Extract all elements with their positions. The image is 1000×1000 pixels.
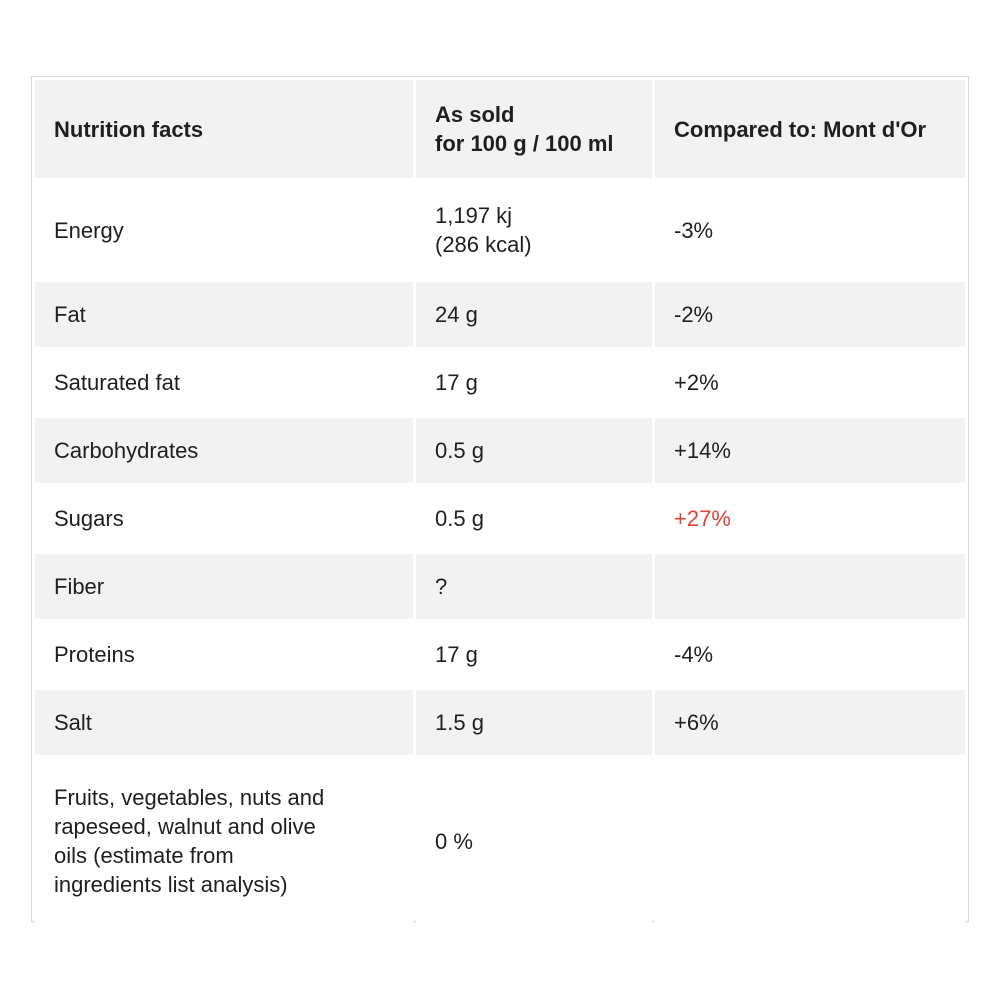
nutrient-value: 1.5 g — [416, 690, 652, 755]
compared-value: -4% — [655, 622, 965, 687]
table-row-proteins: Proteins 17 g -4% — [35, 622, 965, 687]
nutrient-value: 0.5 g — [416, 418, 652, 483]
compared-value — [655, 758, 965, 924]
nutrient-name: Energy — [35, 181, 413, 279]
compared-value: -2% — [655, 282, 965, 347]
nutrition-table: Nutrition facts As sold for 100 g / 100 … — [32, 77, 968, 927]
nutrient-name: Fat — [35, 282, 413, 347]
nutrient-value: 0.5 g — [416, 486, 652, 551]
nutrient-value: 17 g — [416, 622, 652, 687]
nutrient-value: ? — [416, 554, 652, 619]
compared-value: +14% — [655, 418, 965, 483]
header-nutrition-facts: Nutrition facts — [35, 80, 413, 178]
header-as-sold-line2: for 100 g / 100 ml — [435, 131, 614, 156]
nutrient-name: Carbohydrates — [35, 418, 413, 483]
table-row-energy: Energy 1,197 kj (286 kcal) -3% — [35, 181, 965, 279]
fruits-line-4: ingredients list analysis) — [54, 872, 288, 897]
compared-value: -3% — [655, 181, 965, 279]
energy-kj: 1,197 kj — [435, 203, 513, 228]
table-row-sugars: Sugars 0.5 g +27% — [35, 486, 965, 551]
nutrient-name: Proteins — [35, 622, 413, 687]
table-row-fruits-vegetables: Fruits, vegetables, nuts and rapeseed, w… — [35, 758, 965, 924]
fruits-line-2: rapeseed, walnut and olive — [54, 814, 316, 839]
compared-value — [655, 554, 965, 619]
nutrient-value: 0 % — [416, 758, 652, 924]
nutrition-facts-panel: Nutrition facts As sold for 100 g / 100 … — [31, 76, 969, 924]
nutrient-name: Saturated fat — [35, 350, 413, 415]
header-as-sold-line1: As sold — [435, 102, 515, 127]
energy-kcal: (286 kcal) — [435, 232, 532, 257]
table-header-row: Nutrition facts As sold for 100 g / 100 … — [35, 80, 965, 178]
compared-value-high: +27% — [655, 486, 965, 551]
compared-value: +6% — [655, 690, 965, 755]
nutrient-name: Sugars — [35, 486, 413, 551]
compared-value: +2% — [655, 350, 965, 415]
fruits-line-1: Fruits, vegetables, nuts and — [54, 785, 325, 810]
table-row-carbohydrates: Carbohydrates 0.5 g +14% — [35, 418, 965, 483]
table-row-saturated-fat: Saturated fat 17 g +2% — [35, 350, 965, 415]
table-row-salt: Salt 1.5 g +6% — [35, 690, 965, 755]
table-row-fat: Fat 24 g -2% — [35, 282, 965, 347]
header-as-sold: As sold for 100 g / 100 ml — [416, 80, 652, 178]
nutrient-name: Salt — [35, 690, 413, 755]
nutrient-value: 1,197 kj (286 kcal) — [416, 181, 652, 279]
table-row-fiber: Fiber ? — [35, 554, 965, 619]
header-compared-to: Compared to: Mont d'Or — [655, 80, 965, 178]
nutrient-value: 24 g — [416, 282, 652, 347]
fruits-line-3: oils (estimate from — [54, 843, 234, 868]
nutrient-name: Fiber — [35, 554, 413, 619]
nutrient-value: 17 g — [416, 350, 652, 415]
nutrient-name: Fruits, vegetables, nuts and rapeseed, w… — [35, 758, 413, 924]
